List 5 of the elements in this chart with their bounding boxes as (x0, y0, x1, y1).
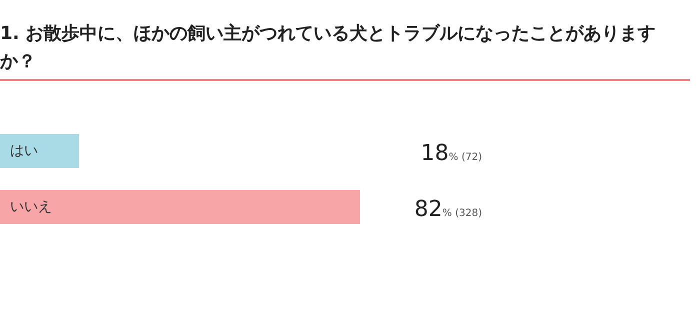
y-tick-label: はい (10, 143, 38, 159)
data-label: 82% (328) (414, 197, 482, 222)
data-label: 18% (72) (420, 141, 482, 166)
chart-title: 1. お散歩中に、ほかの飼い主がつれている犬とトラブルになったことがありますか？ (0, 22, 657, 74)
y-tick-label: いいえ (10, 199, 52, 215)
